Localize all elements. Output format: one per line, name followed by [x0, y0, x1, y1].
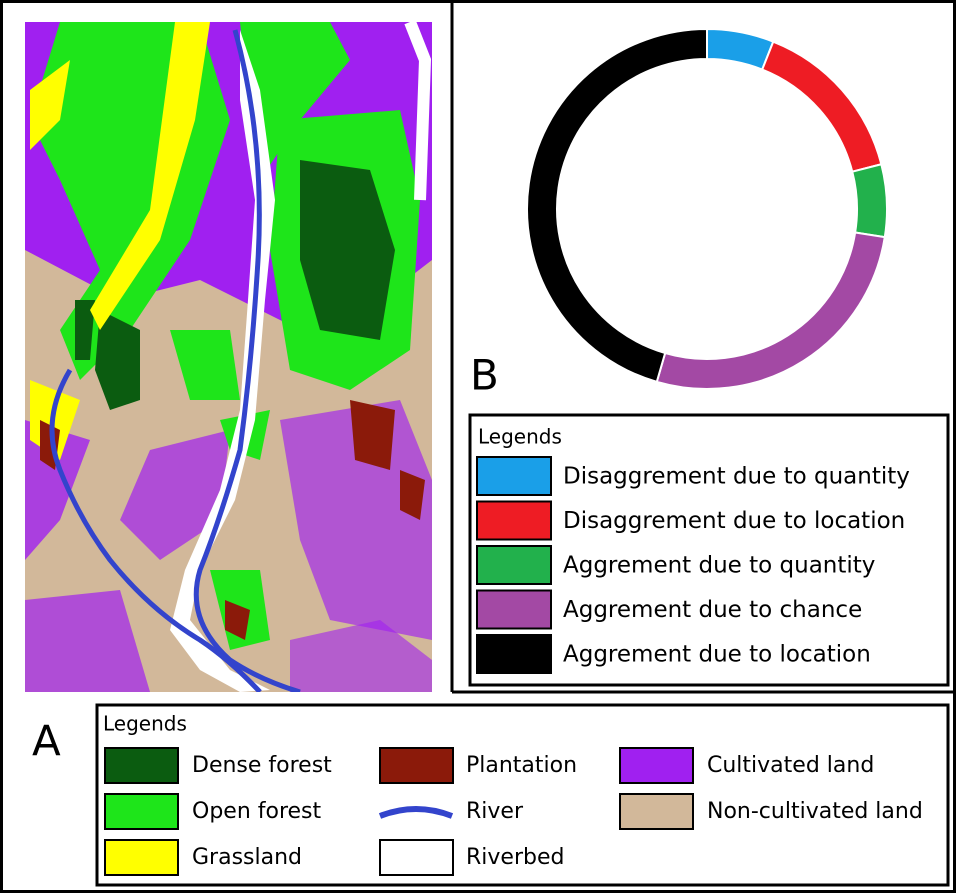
legend: Disaggrement due to quantity Disaggrement…: [477, 457, 910, 673]
panel-label: A: [32, 717, 61, 766]
legend-label: Disaggrement due to quantity: [563, 464, 910, 490]
donut-segment: [852, 164, 887, 237]
legend-swatch: [477, 546, 551, 584]
legend-label: Aggrement due to chance: [563, 597, 862, 623]
legend-swatch: [380, 748, 453, 783]
land-cover-map: [25, 22, 432, 692]
legend-label: Plantation: [466, 753, 577, 778]
legend-label: Riverbed: [466, 845, 564, 870]
legend-swatch: [380, 840, 453, 875]
legend-label: Non-cultivated land: [707, 799, 923, 824]
legend-swatch: [105, 748, 178, 783]
legend-swatch: [105, 794, 178, 829]
legend-swatch: [477, 502, 551, 540]
legend-label: Open forest: [192, 799, 322, 824]
legend-label: Aggrement due to quantity: [563, 553, 875, 579]
panel-label: B: [470, 351, 499, 400]
figure: B Legends Disaggrement due to quantityDi…: [0, 0, 956, 893]
legend-label: Aggrement due to location: [563, 642, 871, 668]
legend-title: Legends: [478, 425, 562, 449]
legend-title: Legends: [103, 712, 187, 736]
legend-swatch: [477, 457, 551, 495]
legend-swatch: [477, 591, 551, 629]
legend-swatch: [620, 748, 693, 783]
legend-label: River: [466, 799, 524, 824]
legend-swatch: [620, 794, 693, 829]
legend-swatch: [105, 840, 178, 875]
legend-label: Dense forest: [192, 753, 332, 778]
legend-label: Cultivated land: [707, 753, 874, 778]
legend-swatch: [477, 635, 551, 673]
legend-label: Grassland: [192, 845, 302, 870]
legend-label: Disaggrement due to location: [563, 508, 905, 534]
